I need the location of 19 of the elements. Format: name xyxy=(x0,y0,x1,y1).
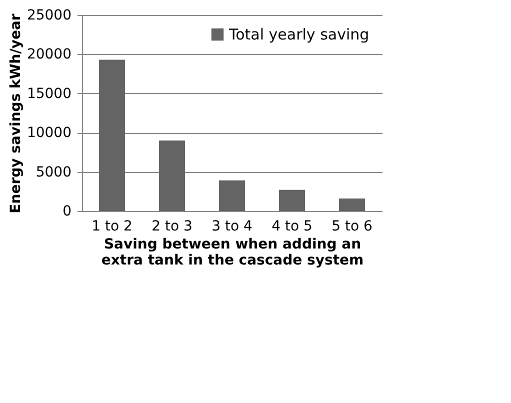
x-tick-label: 1 to 2 xyxy=(92,218,132,234)
bar xyxy=(279,190,305,211)
y-tick-label: 25000 xyxy=(26,8,72,24)
y-axis-title: Energy savings kWh/year xyxy=(8,14,24,214)
bar xyxy=(219,180,245,211)
x-tick-label: 4 to 5 xyxy=(272,218,312,234)
x-tick-label: 5 to 6 xyxy=(332,218,372,234)
bar xyxy=(159,140,185,211)
bar xyxy=(339,198,365,211)
bar xyxy=(99,60,125,211)
x-tick-label: 3 to 4 xyxy=(212,218,252,234)
y-tick-label: 20000 xyxy=(26,46,72,63)
x-tick-label: 2 to 3 xyxy=(152,218,192,234)
legend-label: Total yearly saving xyxy=(228,26,370,44)
x-axis-title: Saving between when adding an extra tank in the cascade system xyxy=(101,236,364,268)
y-tick-label: 15000 xyxy=(26,86,72,102)
y-tick-label: 0 xyxy=(62,204,72,220)
y-tick-label: 5000 xyxy=(36,164,72,180)
y-tick-label: 10000 xyxy=(26,125,72,142)
